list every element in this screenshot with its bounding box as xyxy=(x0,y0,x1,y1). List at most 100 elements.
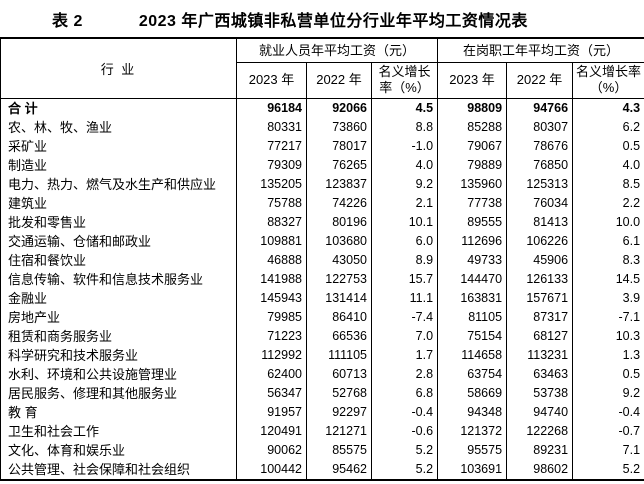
column-header-staff-2023: 2023 年 xyxy=(437,62,508,99)
value-cell: 81413 xyxy=(506,212,574,232)
value-cell: 73860 xyxy=(306,117,372,137)
value-cell: 122753 xyxy=(306,269,372,289)
value-cell: 0.5 xyxy=(572,364,644,384)
table-row: 金融业 145943 131414 11.1 163831 157671 3.9 xyxy=(0,288,644,308)
value-cell: 8.9 xyxy=(370,250,439,270)
value-cell: 163831 xyxy=(437,288,508,308)
value-cell: 6.2 xyxy=(572,117,644,137)
value-cell: 0.5 xyxy=(572,136,644,156)
industry-cell: 教 育 xyxy=(0,402,237,422)
value-cell: 60713 xyxy=(306,364,372,384)
table-row: 教 育 91957 92297 -0.4 94348 94740 -0.4 xyxy=(0,402,644,422)
value-cell: 52768 xyxy=(306,383,372,403)
column-header-employed-2023: 2023 年 xyxy=(236,62,307,99)
value-cell: 81105 xyxy=(437,307,508,327)
value-cell: 9.2 xyxy=(370,174,439,194)
table-row: 水利、环境和公共设施管理业 62400 60713 2.8 63754 63463 0.5 xyxy=(0,364,644,384)
industry-cell: 采矿业 xyxy=(0,136,237,156)
value-cell: 125313 xyxy=(506,174,574,194)
value-cell: 46888 xyxy=(236,250,307,270)
value-cell: 90062 xyxy=(236,440,307,460)
industry-cell: 公共管理、社会保障和社会组织 xyxy=(0,459,237,480)
table-row: 合 计 96184 92066 4.5 98809 94766 4.3 xyxy=(0,97,644,118)
table-row: 制造业 79309 76265 4.0 79889 76850 4.0 xyxy=(0,155,644,175)
value-cell: 8.5 xyxy=(572,174,644,194)
value-cell: 2.8 xyxy=(370,364,439,384)
industry-cell: 制造业 xyxy=(0,155,237,175)
value-cell: 75788 xyxy=(236,193,307,213)
value-cell: 121372 xyxy=(437,421,508,441)
value-cell: 71223 xyxy=(236,326,307,346)
value-cell: 49733 xyxy=(437,250,508,270)
industry-cell: 金融业 xyxy=(0,288,237,308)
value-cell: 15.7 xyxy=(370,269,439,289)
column-header-employed-growth: 名义增长率（%） xyxy=(370,62,439,99)
value-cell: 88327 xyxy=(236,212,307,232)
value-cell: 6.1 xyxy=(572,231,644,251)
value-cell: 94348 xyxy=(437,402,508,422)
value-cell: -0.4 xyxy=(370,402,439,422)
value-cell: 5.2 xyxy=(370,440,439,460)
value-cell: 100442 xyxy=(236,459,307,480)
industry-cell: 房地产业 xyxy=(0,307,237,327)
table-row: 文化、体育和娱乐业 90062 85575 5.2 95575 89231 7.1 xyxy=(0,440,644,460)
value-cell: 66536 xyxy=(306,326,372,346)
table-header: 行 业 就业人员年平均工资（元） 在岗职工年平均工资（元） 2023 年 2022… xyxy=(0,37,644,99)
table-row: 农、林、牧、渔业 80331 73860 8.8 85288 80307 6.2 xyxy=(0,117,644,137)
value-cell: 77738 xyxy=(437,193,508,213)
table-row: 科学研究和技术服务业 112992 111105 1.7 114658 113231 1.3 xyxy=(0,345,644,365)
value-cell: 92297 xyxy=(306,402,372,422)
header-sub-row: 2023 年 2022 年名义增长率（%） 2023 年 2022 年名义增长率（%） xyxy=(1,62,644,99)
value-cell: 85288 xyxy=(437,117,508,137)
value-cell: 8.3 xyxy=(572,250,644,270)
value-cell: 120491 xyxy=(236,421,307,441)
value-cell: 10.0 xyxy=(572,212,644,232)
industry-cell: 住宿和餐饮业 xyxy=(0,250,237,270)
value-cell: 6.0 xyxy=(370,231,439,251)
value-cell: -7.4 xyxy=(370,307,439,327)
industry-cell: 科学研究和技术服务业 xyxy=(0,345,237,365)
value-cell: 106226 xyxy=(506,231,574,251)
industry-cell: 合 计 xyxy=(0,97,237,118)
table-caption: 表 2 2023 年广西城镇非私营单位分行业年平均工资情况表 xyxy=(0,0,644,37)
value-cell: 80307 xyxy=(506,117,574,137)
table-row: 租赁和商务服务业 71223 66536 7.0 75154 68127 10.3 xyxy=(0,326,644,346)
value-cell: 4.0 xyxy=(572,155,644,175)
value-cell: 77217 xyxy=(236,136,307,156)
value-cell: 79889 xyxy=(437,155,508,175)
value-cell: 11.1 xyxy=(370,288,439,308)
value-cell: 141988 xyxy=(236,269,307,289)
value-cell: 103691 xyxy=(437,459,508,480)
value-cell: 8.8 xyxy=(370,117,439,137)
value-cell: 80196 xyxy=(306,212,372,232)
column-header-staff-2022: 2022 年 xyxy=(506,62,574,99)
table-row: 住宿和餐饮业 46888 43050 8.9 49733 45906 8.3 xyxy=(0,250,644,270)
value-cell: 3.9 xyxy=(572,288,644,308)
value-cell: 103680 xyxy=(306,231,372,251)
industry-cell: 交通运输、仓储和邮政业 xyxy=(0,231,237,251)
value-cell: 122268 xyxy=(506,421,574,441)
value-cell: 9.2 xyxy=(572,383,644,403)
table-row: 批发和零售业 88327 80196 10.1 89555 81413 10.0 xyxy=(0,212,644,232)
column-header-industry: 行 业 xyxy=(0,37,237,99)
value-cell: 58669 xyxy=(437,383,508,403)
value-cell: 109881 xyxy=(236,231,307,251)
value-cell: 10.1 xyxy=(370,212,439,232)
value-cell: 96184 xyxy=(236,97,307,118)
industry-cell: 农、林、牧、渔业 xyxy=(0,117,237,137)
value-cell: 6.8 xyxy=(370,383,439,403)
value-cell: 113231 xyxy=(506,345,574,365)
value-cell: 94766 xyxy=(506,97,574,118)
value-cell: 76034 xyxy=(506,193,574,213)
industry-cell: 批发和零售业 xyxy=(0,212,237,232)
industry-cell: 信息传输、软件和信息技术服务业 xyxy=(0,269,237,289)
value-cell: 89555 xyxy=(437,212,508,232)
value-cell: 1.7 xyxy=(370,345,439,365)
value-cell: 80331 xyxy=(236,117,307,137)
value-cell: 5.2 xyxy=(370,459,439,480)
value-cell: 79067 xyxy=(437,136,508,156)
value-cell: 7.1 xyxy=(572,440,644,460)
value-cell: 2.1 xyxy=(370,193,439,213)
value-cell: 126133 xyxy=(506,269,574,289)
value-cell: 95575 xyxy=(437,440,508,460)
